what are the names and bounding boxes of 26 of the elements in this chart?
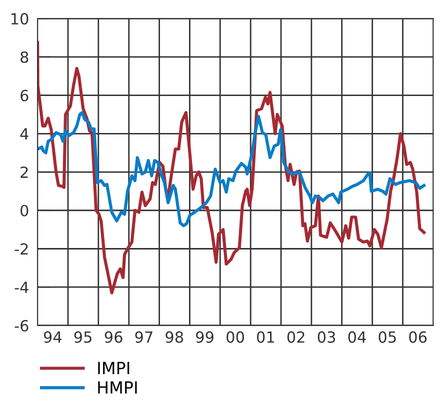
y-tick-label: 0 [20,204,28,216]
y-tick-label: 4 [20,128,28,140]
x-tick-label: 04 [348,331,366,343]
x-tick-label: 06 [409,331,427,343]
x-tick-label: 94 [44,331,62,343]
x-tick-label: 95 [74,331,92,343]
line-series [38,111,426,228]
x-tick-label: 96 [104,331,122,343]
legend-label: IMPI [98,362,130,374]
x-tick-label: 98 [166,331,184,343]
y-tick-label: 10 [11,13,28,25]
x-tick-label: 00 [226,331,244,343]
x-tick-label: 05 [378,331,396,343]
x-tick-label: 99 [196,331,214,343]
x-tick-label: 01 [256,331,274,343]
y-tick-label: 2 [20,166,28,178]
legend-label: HMPI [98,381,137,394]
y-tick-label: -2 [14,243,28,255]
y-tick-label: -6 [14,320,28,332]
y-tick-label: 6 [20,90,28,102]
x-tick-label: 97 [135,331,152,343]
y-tick-label: 8 [20,51,28,63]
x-tick-label: 03 [318,331,336,343]
x-tick-label: 02 [287,331,304,343]
line-series [38,40,426,294]
y-tick-label: -4 [14,282,28,293]
